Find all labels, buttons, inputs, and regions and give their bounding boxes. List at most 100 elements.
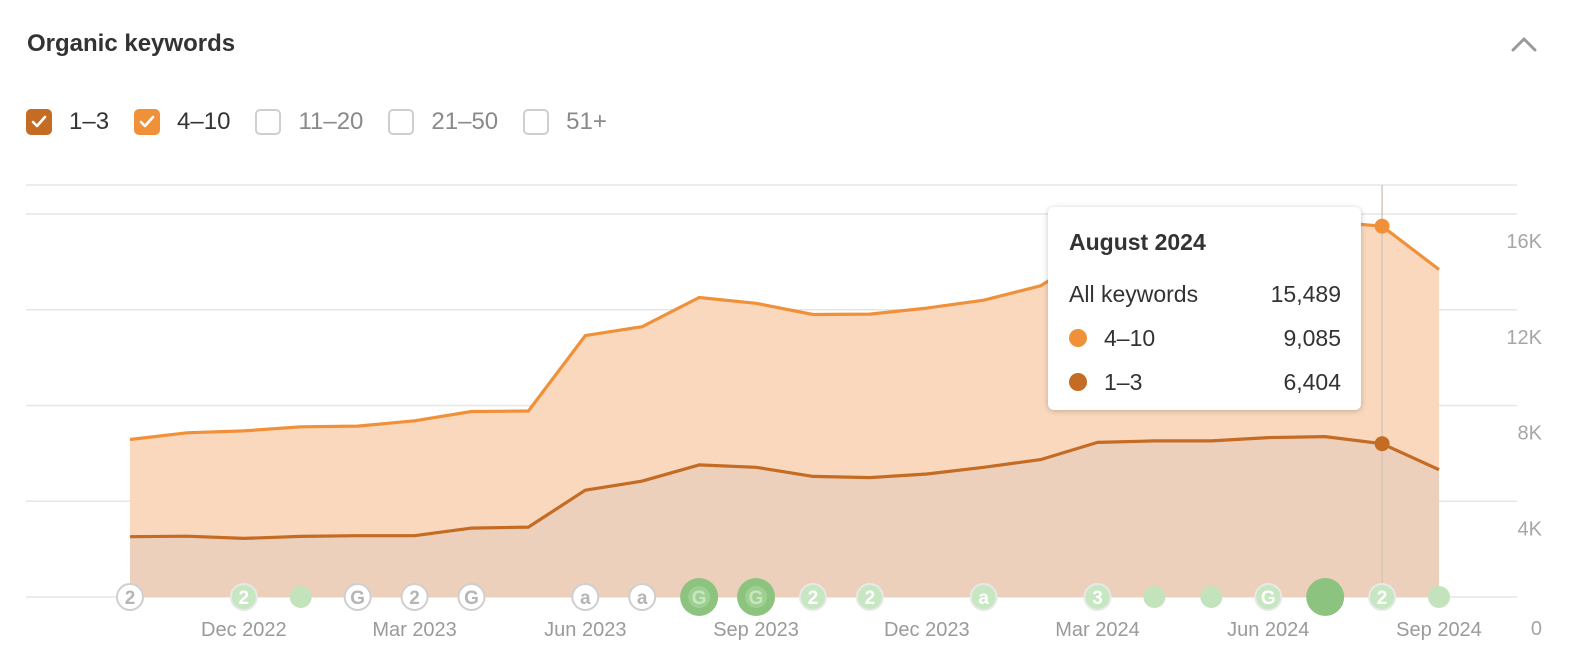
annotation-marker: 2 xyxy=(229,583,258,611)
tooltip-value: 9,085 xyxy=(1283,324,1341,351)
annotation-circle xyxy=(969,583,998,611)
position-filters: 1–3 4–10 11–20 21–50 51+ xyxy=(26,108,632,136)
annotation-label: G xyxy=(692,588,707,609)
tooltip-row-1-3: 1–3 6,404 xyxy=(1069,360,1341,404)
annotation-circle xyxy=(745,586,768,608)
filter-label: 21–50 xyxy=(431,108,499,135)
annotation-label: G xyxy=(350,588,365,609)
annotation-marker: G xyxy=(737,578,776,616)
checkmark-icon xyxy=(31,115,47,128)
annotation-circle xyxy=(457,583,486,611)
annotation-circle xyxy=(1083,583,1112,611)
annotation-circle xyxy=(289,586,312,608)
annotation-circle xyxy=(1254,583,1283,611)
y-tick-label: 12K xyxy=(1506,327,1542,349)
annotation-label: 2 xyxy=(409,588,420,609)
tooltip-value: 15,489 xyxy=(1270,280,1341,307)
filter-51-plus[interactable]: 51+ xyxy=(523,108,607,136)
widget-title: Organic keywords xyxy=(27,30,236,57)
y-tick-label: 0 xyxy=(1531,618,1542,640)
annotation-marker: a xyxy=(571,583,600,611)
filter-label: 51+ xyxy=(566,108,607,135)
collapse-button[interactable] xyxy=(1508,28,1540,60)
hover-point-1-3 xyxy=(1374,436,1390,452)
annotation-circle xyxy=(1368,583,1397,611)
chevron-up-icon xyxy=(1511,37,1537,52)
filter-label: 1–3 xyxy=(69,108,110,135)
annotation-label: G xyxy=(1261,588,1276,609)
checkbox-1-3[interactable] xyxy=(26,109,52,135)
tooltip-row-4-10: 4–10 9,085 xyxy=(1069,316,1341,360)
y-tick-label: 4K xyxy=(1518,518,1543,540)
annotation-marker: a xyxy=(969,583,998,611)
annotation-circle xyxy=(571,583,600,611)
series-dot-icon xyxy=(1069,329,1087,347)
annotation-label: 2 xyxy=(239,588,250,609)
x-tick-label: Jun 2024 xyxy=(1227,619,1309,641)
annotation-marker: 2 xyxy=(1368,583,1397,611)
checkbox-4-10[interactable] xyxy=(134,109,161,135)
checkbox-21-50[interactable] xyxy=(388,109,415,135)
annotation-label: a xyxy=(637,588,648,609)
y-tick-label: 8K xyxy=(1518,423,1543,445)
annotation-circle xyxy=(688,586,711,608)
tooltip-label: 4–10 xyxy=(1104,324,1156,351)
annotation-marker: 2 xyxy=(116,583,144,611)
x-tick-label: Sep 2023 xyxy=(713,619,799,641)
x-tick-label: Sep 2024 xyxy=(1396,619,1482,641)
filter-4-10[interactable]: 4–10 xyxy=(134,108,230,136)
x-tick-label: Dec 2022 xyxy=(201,619,287,641)
y-tick-label: 16K xyxy=(1506,231,1542,253)
tooltip-row-all: All keywords 15,489 xyxy=(1069,272,1341,316)
area-1-3 xyxy=(130,436,1439,597)
chart-tooltip: August 2024 All keywords 15,489 4–10 9,0… xyxy=(1048,207,1361,410)
annotation-circle xyxy=(855,583,884,611)
tooltip-value: 6,404 xyxy=(1283,368,1341,395)
filter-21-50[interactable]: 21–50 xyxy=(388,108,498,136)
annotation-marker: 3 xyxy=(1083,583,1112,611)
annotation-label: 2 xyxy=(1377,588,1388,609)
annotation-marker xyxy=(289,586,312,608)
annotation-label: 2 xyxy=(808,588,819,609)
annotation-marker: 2 xyxy=(400,583,429,611)
annotation-marker: 2 xyxy=(855,583,884,611)
checkbox-11-20[interactable] xyxy=(255,109,282,135)
hover-point-4-10 xyxy=(1374,218,1390,234)
annotation-circle xyxy=(116,583,144,611)
annotation-marker: G xyxy=(457,583,486,611)
annotation-circle xyxy=(628,583,657,611)
annotation-marker xyxy=(1428,586,1450,608)
filter-1-3[interactable]: 1–3 xyxy=(26,108,109,136)
annotation-label: a xyxy=(978,588,989,609)
filter-11-20[interactable]: 11–20 xyxy=(255,108,363,136)
annotation-circle xyxy=(343,583,372,611)
annotation-circle xyxy=(1143,586,1166,608)
tooltip-label: All keywords xyxy=(1069,280,1199,307)
annotation-label: 2 xyxy=(125,588,136,609)
filter-label: 11–20 xyxy=(298,108,364,135)
annotation-circle xyxy=(1306,578,1345,616)
annotation-marker xyxy=(1200,586,1223,608)
annotation-circle xyxy=(1428,586,1450,608)
tooltip-label: 1–3 xyxy=(1104,368,1143,395)
annotation-marker: a xyxy=(628,583,657,611)
annotation-marker: G xyxy=(1254,583,1283,611)
annotation-circle xyxy=(798,583,827,611)
x-tick-label: Jun 2023 xyxy=(544,619,626,641)
annotation-marker xyxy=(1143,586,1166,608)
x-tick-label: Dec 2023 xyxy=(884,619,970,641)
annotation-label: G xyxy=(749,588,764,609)
annotation-circle xyxy=(1200,586,1223,608)
filter-label: 4–10 xyxy=(177,108,231,135)
checkbox-51-plus[interactable] xyxy=(523,109,550,135)
annotation-marker: G xyxy=(343,583,372,611)
annotation-marker: G xyxy=(680,578,719,616)
x-tick-label: Mar 2023 xyxy=(372,619,457,641)
annotation-marker: 2 xyxy=(798,583,827,611)
tooltip-title: August 2024 xyxy=(1069,229,1206,255)
annotation-marker xyxy=(1306,578,1345,616)
annotation-label: a xyxy=(580,588,591,609)
series-line-1-3 xyxy=(129,435,1440,541)
annotation-circle xyxy=(229,583,258,611)
annotation-label: G xyxy=(464,588,479,609)
